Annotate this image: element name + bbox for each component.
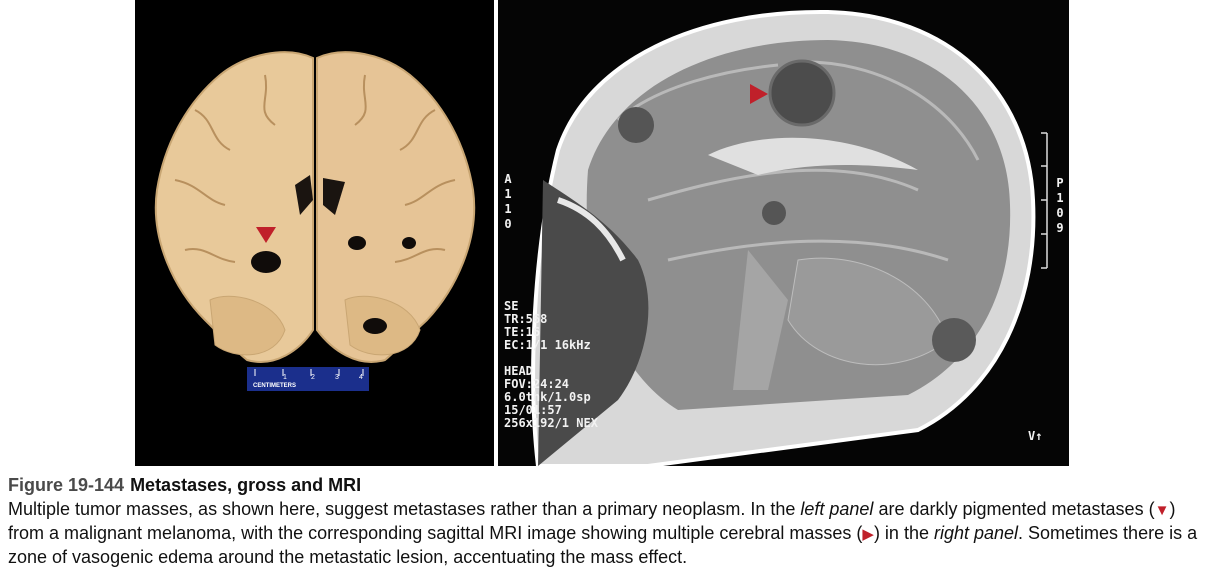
caption-text-1: Multiple tumor masses, as shown here, su… (8, 499, 801, 519)
mri-anterior-label: A 1 1 0 (504, 172, 512, 231)
scale-tick-1: 1 (283, 374, 287, 381)
right-arrow-marker-icon (750, 84, 768, 104)
down-arrow-marker-icon (256, 227, 276, 243)
scale-tick-2: 2 (311, 374, 315, 381)
caption-text-4: ) in the (873, 523, 934, 543)
down-marker-symbol-icon: ▼ (1154, 502, 1170, 519)
figure-number: Figure 19-144 (8, 475, 125, 495)
scale-bar (247, 367, 369, 391)
mri-sequence-info: SE TR:568 TE:16 EC:1/1 16kHz HEAD FOV:24… (504, 299, 598, 430)
scale-tick-4: 4 (359, 374, 363, 381)
scale-label: CENTIMETERS (253, 383, 296, 389)
mri-sagittal-image: A 1 1 0 P 1 0 9 SE TR:568 TE:16 EC:1/1 1… (498, 0, 1069, 466)
scale-tick-3: 3 (335, 374, 339, 381)
figure-caption: Figure 19-144 Metastases, gross and MRI M… (8, 472, 1208, 569)
caption-title: Figure 19-144 Metastases, gross and MRI (8, 472, 1208, 498)
mri-illustration (498, 0, 1069, 466)
caption-left-panel: left panel (800, 499, 874, 519)
caption-body: Multiple tumor masses, as shown here, su… (8, 498, 1208, 569)
caption-text-2: are darkly pigmented metastases ( (873, 499, 1155, 519)
right-marker-symbol-icon: ▶ (862, 526, 874, 543)
mri-orientation-indicator: V↑ (1028, 429, 1043, 443)
caption-right-panel: right panel (933, 523, 1019, 543)
gross-brain-illustration: 1 2 3 4 CENTIMETERS (135, 0, 494, 466)
caption-text-5: . Sometimes there is a zone of vasogenic… (8, 523, 1198, 567)
mri-posterior-label: P 1 0 9 (1056, 176, 1064, 235)
figure-title: Metastases, gross and MRI (130, 475, 362, 495)
caption-text-3: ) from a malignant melanoma, with the co… (8, 499, 1176, 543)
gross-brain-photo: 1 2 3 4 CENTIMETERS (135, 0, 494, 466)
